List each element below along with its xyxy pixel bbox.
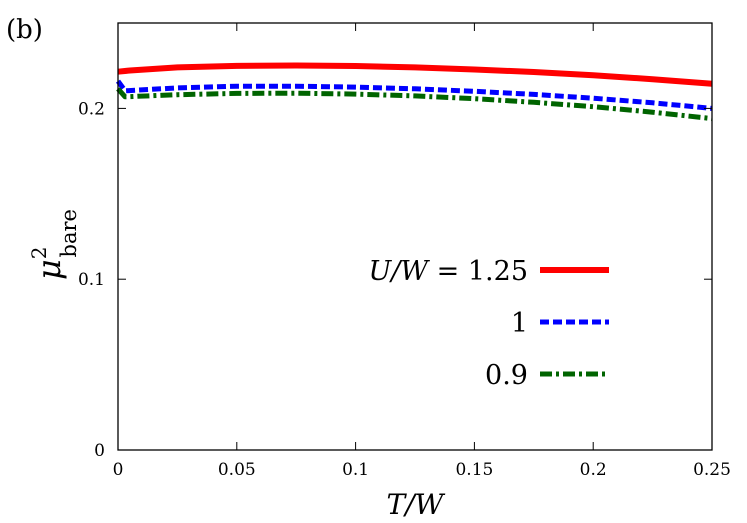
y-axis-label-subscript: bare: [57, 209, 81, 257]
y-axis-label-superscript: 2: [27, 246, 51, 259]
legend-entry: 0.9: [485, 360, 528, 391]
x-tick-label: 0.25: [693, 460, 731, 480]
x-axis: 0 0.05 0.1 0.15 0.2 0.25: [113, 23, 731, 480]
legend-value: 0.9: [485, 360, 528, 391]
series-line: [115, 79, 713, 111]
panel-label: (b): [6, 15, 43, 45]
x-tick-label: 0.15: [455, 460, 493, 480]
legend-value: 1.25: [468, 256, 528, 287]
y-tick-label: 0.1: [78, 270, 105, 290]
x-axis-label: T/W: [387, 488, 446, 521]
y-axis-label-base: μ: [30, 259, 68, 280]
series-line: [116, 87, 713, 122]
legend-entry: U/W = 1.25: [368, 256, 528, 287]
plot-frame: [117, 22, 713, 451]
legend: U/W = 1.25 1 0.9: [368, 256, 609, 391]
legend-equals: =: [428, 256, 468, 287]
y-tick-label: 0: [94, 441, 105, 461]
x-tick-label: 0.1: [342, 460, 369, 480]
y-axis-label: μ2 bare: [27, 209, 81, 280]
series-line: [117, 62, 713, 87]
y-tick-label: 0.2: [78, 99, 105, 119]
x-tick-label: 0: [113, 460, 124, 480]
legend-value: 1: [511, 308, 528, 339]
legend-variable: U/W: [368, 256, 430, 287]
legend-entry: 1: [511, 308, 528, 339]
x-tick-label: 0.05: [218, 460, 256, 480]
x-tick-label: 0.2: [580, 460, 607, 480]
plot-area: [115, 62, 713, 122]
y-axis: 0 0.1 0.2: [78, 99, 712, 461]
